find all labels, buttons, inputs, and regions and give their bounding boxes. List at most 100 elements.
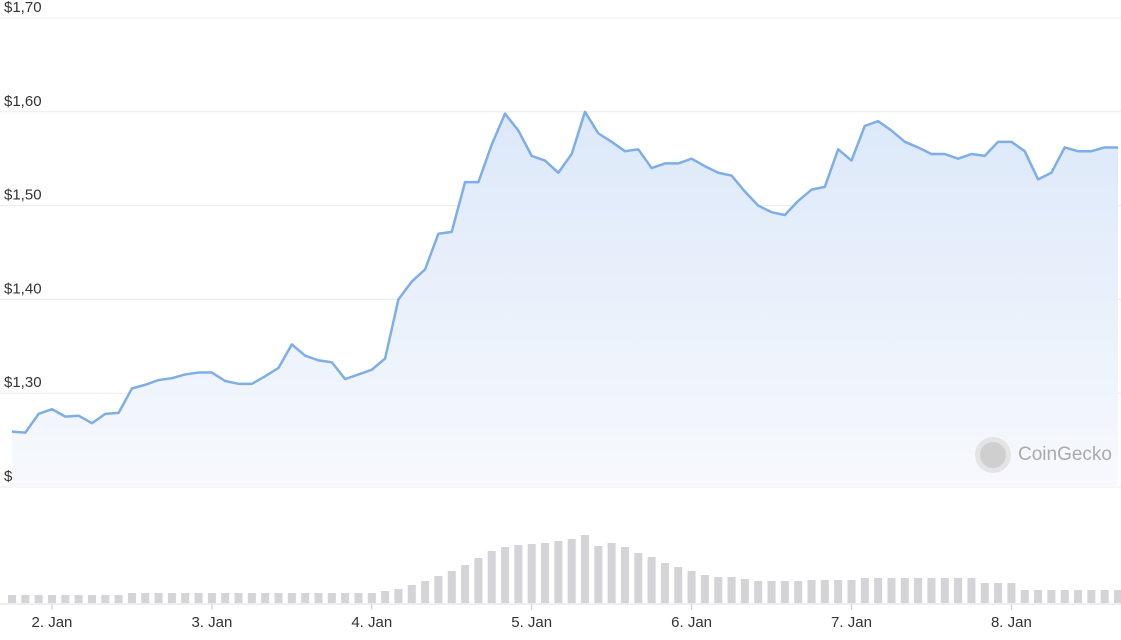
volume-bar xyxy=(594,546,603,603)
volume-bar xyxy=(954,578,963,603)
volume-bar xyxy=(1087,590,1096,603)
volume-bar xyxy=(887,578,896,603)
volume-bar xyxy=(21,595,30,603)
volume-bar xyxy=(967,578,976,603)
x-tick-label: 8. Jan xyxy=(991,614,1032,631)
volume-bar xyxy=(367,593,376,603)
volume-bar xyxy=(1007,583,1016,603)
volume-bar xyxy=(47,595,56,603)
volume-bar xyxy=(580,535,589,603)
y-tick-label: $1,70 xyxy=(4,0,42,16)
volume-bar xyxy=(927,578,936,603)
volume-bar xyxy=(607,543,616,603)
volume-bar xyxy=(754,581,763,603)
volume-bar xyxy=(767,581,776,603)
volume-bar xyxy=(101,595,110,603)
volume-bar xyxy=(327,593,336,603)
volume-bar xyxy=(8,595,16,603)
volume-bar xyxy=(87,595,96,603)
volume-bar xyxy=(261,593,270,603)
volume-bar xyxy=(940,578,949,603)
volume-bar xyxy=(394,589,403,603)
volume-bar xyxy=(980,583,989,603)
volume-bar xyxy=(274,593,283,603)
volume-bar xyxy=(141,593,150,603)
y-tick-label: $1,30 xyxy=(4,374,42,391)
volume-bar xyxy=(1060,590,1069,603)
volume-bar xyxy=(900,578,909,603)
volume-bar xyxy=(194,593,203,603)
volume-bar xyxy=(687,571,696,603)
volume-bar xyxy=(674,567,683,603)
volume-bar xyxy=(727,577,736,603)
volume-bar xyxy=(154,593,163,603)
volume-bar xyxy=(634,553,643,603)
volume-bar xyxy=(301,593,310,603)
volume-bar xyxy=(341,593,350,603)
volume-bar xyxy=(487,551,496,603)
watermark-logo-inner xyxy=(980,442,1006,468)
volume-bar xyxy=(1100,590,1109,603)
volume-bar xyxy=(61,595,70,603)
watermark-text: CoinGecko xyxy=(1018,444,1112,465)
x-tick-label: 7. Jan xyxy=(831,614,872,631)
volume-bar xyxy=(541,543,550,603)
volume-bar xyxy=(527,544,536,603)
volume-bar xyxy=(354,593,363,603)
volume-bar xyxy=(501,547,510,603)
volume-bar xyxy=(874,578,883,603)
x-tick-label: 6. Jan xyxy=(671,614,712,631)
volume-bar xyxy=(620,547,629,603)
volume-bar xyxy=(247,593,256,603)
volume-bar xyxy=(647,557,656,603)
volume-bar xyxy=(1047,590,1056,603)
volume-bar xyxy=(860,578,869,603)
volume-bar xyxy=(847,580,856,603)
volume-bar xyxy=(1020,590,1029,603)
x-tick-label: 4. Jan xyxy=(351,614,392,631)
volume-bar xyxy=(421,581,430,603)
price-line xyxy=(11,110,1118,434)
volume-bar xyxy=(820,580,829,603)
watermark: CoinGecko xyxy=(975,437,1112,473)
volume-bar xyxy=(314,593,323,603)
volume-bar xyxy=(461,565,470,603)
volume-bar xyxy=(700,575,709,603)
volume-bar xyxy=(1114,590,1121,603)
volume-bar xyxy=(807,580,816,603)
volume-bar xyxy=(234,593,243,603)
volume-bar xyxy=(114,595,123,603)
volume-bar xyxy=(207,593,216,603)
volume-bar xyxy=(994,583,1003,603)
volume-bar xyxy=(1074,590,1083,603)
x-tick-label: 3. Jan xyxy=(191,614,232,631)
volume-bar xyxy=(34,595,43,603)
volume-bar xyxy=(181,593,190,603)
volume-bar xyxy=(554,541,563,603)
volume-bar xyxy=(381,591,390,603)
volume-bar xyxy=(567,539,576,603)
volume-bar xyxy=(407,585,416,603)
y-tick-label: $1,40 xyxy=(4,280,42,297)
x-tick-label: 2. Jan xyxy=(32,614,73,631)
y-tick-label: $1,60 xyxy=(4,93,42,110)
volume-bar xyxy=(127,593,136,603)
volume-bar xyxy=(514,545,523,603)
volume-bar xyxy=(287,593,296,603)
volume-bar xyxy=(794,581,803,603)
volume-bar xyxy=(914,578,923,603)
volume-bar xyxy=(474,558,483,603)
volume-bar xyxy=(780,581,789,603)
volume-bar xyxy=(660,563,669,603)
x-tick-label: 5. Jan xyxy=(511,614,552,631)
volume-bar xyxy=(740,579,749,603)
volume-bar xyxy=(714,577,723,603)
volume-bar xyxy=(221,593,230,603)
price-area xyxy=(12,111,1118,488)
volume-bar xyxy=(434,576,443,603)
volume-bar xyxy=(834,580,843,603)
volume-bar xyxy=(1034,590,1043,603)
volume-bar xyxy=(74,595,83,603)
